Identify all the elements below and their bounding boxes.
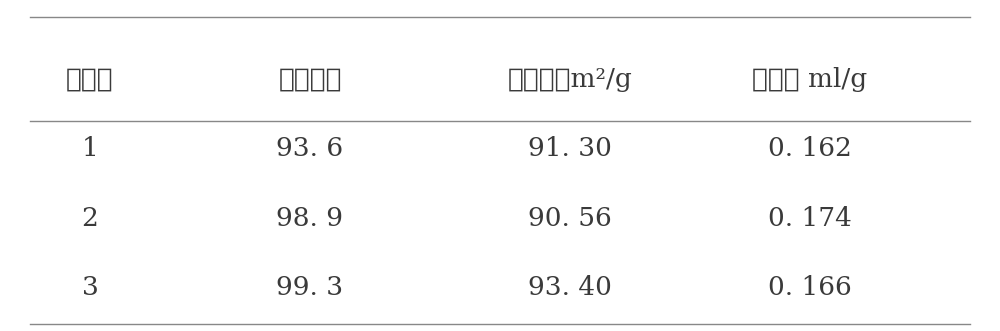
Text: 比表面，m²/g: 比表面，m²/g bbox=[508, 67, 632, 92]
Text: 93. 6: 93. 6 bbox=[276, 136, 344, 162]
Text: 孔容， ml/g: 孔容， ml/g bbox=[752, 67, 868, 92]
Text: 实施例: 实施例 bbox=[66, 67, 114, 92]
Text: 收率，％: 收率，％ bbox=[278, 67, 342, 92]
Text: 3: 3 bbox=[82, 275, 98, 301]
Text: 91. 30: 91. 30 bbox=[528, 136, 612, 162]
Text: 0. 166: 0. 166 bbox=[768, 275, 852, 301]
Text: 99. 3: 99. 3 bbox=[276, 275, 344, 301]
Text: 98. 9: 98. 9 bbox=[276, 206, 344, 231]
Text: 1: 1 bbox=[82, 136, 98, 162]
Text: 90. 56: 90. 56 bbox=[528, 206, 612, 231]
Text: 0. 174: 0. 174 bbox=[768, 206, 852, 231]
Text: 2: 2 bbox=[82, 206, 98, 231]
Text: 93. 40: 93. 40 bbox=[528, 275, 612, 301]
Text: 0. 162: 0. 162 bbox=[768, 136, 852, 162]
